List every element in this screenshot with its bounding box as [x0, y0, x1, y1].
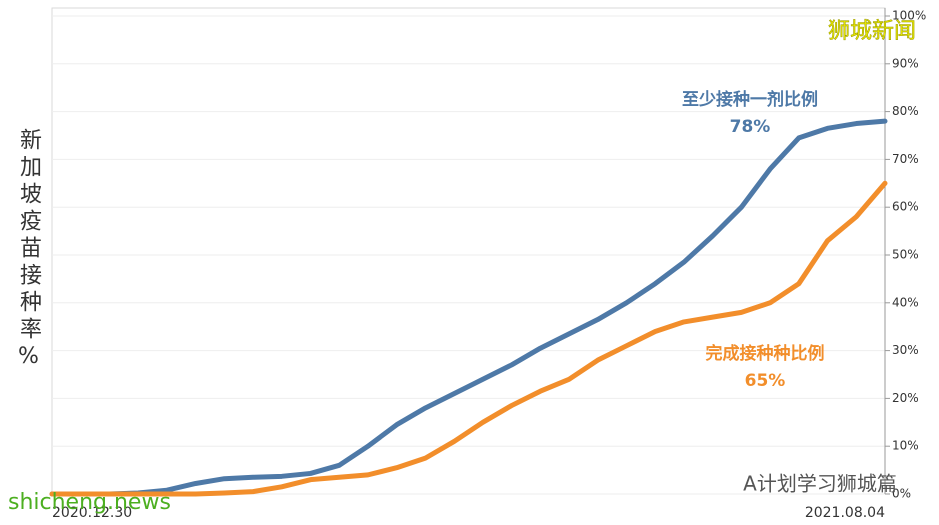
y-tick-label: 80%: [892, 104, 919, 118]
line-series: [49, 118, 888, 497]
y-tick-label: 10%: [892, 439, 919, 453]
y-axis-label: 新加坡疫苗接种率%: [16, 128, 41, 374]
series-label: 完成接种种比例: [706, 343, 825, 364]
y-tick-label: 100%: [892, 9, 926, 23]
series-end-label: 65%: [745, 371, 786, 391]
y-tick-label: 20%: [892, 391, 919, 405]
y-tick-label: 40%: [892, 295, 919, 309]
watermark: shicheng.news: [8, 490, 171, 515]
series-label: 至少接种一剂比例: [682, 89, 818, 110]
y-tick-label: 0%: [892, 487, 911, 501]
y-tick-label: 50%: [892, 248, 919, 262]
y-tick-label: 90%: [892, 56, 919, 70]
y-tick-label: 30%: [892, 343, 919, 357]
series-end-label: 78%: [730, 117, 771, 137]
plot-frame: [51, 7, 886, 495]
x-tick-label: 2021.08.04: [805, 505, 885, 521]
y-tick-label: 60%: [892, 200, 919, 214]
x-tick-label: 2020.12.30: [52, 505, 132, 521]
watermark: 狮城新闻: [828, 19, 916, 44]
watermark: A计划学习狮城篇: [743, 472, 897, 496]
y-tick-label: 70%: [892, 152, 919, 166]
line-series: [49, 180, 888, 497]
